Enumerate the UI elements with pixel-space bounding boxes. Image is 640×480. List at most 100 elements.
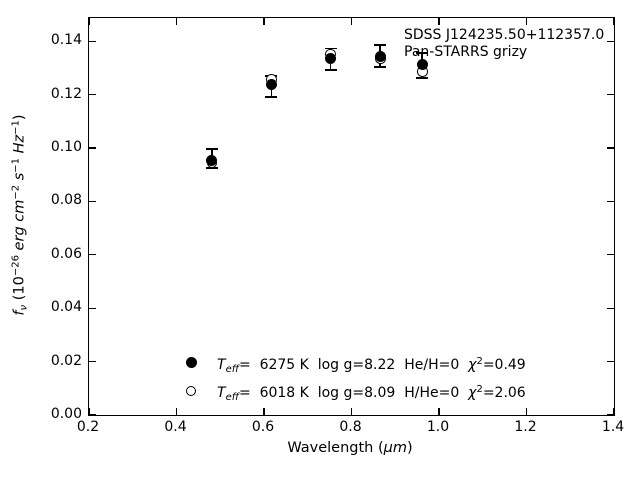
legend-label: Teff= 6018 K log g=8.09 H/He=0 χ2=2.06: [217, 381, 526, 407]
y-tick-label: 0.08: [50, 192, 82, 209]
x-axis-label: Wavelength (μm): [287, 440, 412, 456]
y-tick-label: 0.12: [50, 85, 82, 102]
error-bar-cap-bottom: [416, 77, 429, 79]
x-tick-label: 0.4: [164, 419, 187, 435]
legend: Teff= 6275 K log g=8.22 He/H=0 χ2=0.49 Te…: [89, 18, 614, 415]
error-bar-cap-bottom: [374, 66, 387, 69]
error-bar-cap-top: [205, 148, 218, 151]
data-point-filled-r: [265, 79, 277, 91]
text-segment: χ: [468, 356, 477, 373]
text-segment: T: [217, 356, 226, 373]
y-tick: [89, 93, 96, 96]
text-segment: −2: [10, 184, 22, 200]
data-point-filled-g: [206, 154, 218, 166]
source-annotation: SDSS J124235.50+112357.0 Pan-STARRS griz…: [404, 27, 604, 60]
text-segment: 2: [476, 355, 483, 367]
y-tick-right: [607, 40, 614, 42]
text-segment: f: [11, 310, 28, 316]
text-segment: erg cm: [11, 199, 28, 251]
text-segment: μm: [383, 440, 407, 456]
text-segment: ): [11, 114, 28, 121]
data-point-filled-i: [325, 52, 336, 64]
text-segment: (10: [11, 276, 28, 305]
x-tick-label: 1.4: [601, 419, 625, 435]
text-segment: χ: [468, 385, 477, 401]
x-tick-top: [88, 18, 90, 25]
x-tick-label: 0.6: [251, 419, 275, 435]
annotation-line-2: Pan-STARRS grizy: [404, 43, 528, 60]
legend-label: Teff= 6275 K log g=8.22 He/H=0 χ2=0.49: [217, 353, 526, 379]
x-tick: [350, 408, 353, 415]
error-bar-cap-top: [416, 52, 429, 54]
y-tick-label: 0.00: [50, 406, 82, 422]
y-tick-right: [607, 414, 614, 416]
x-tick-top: [438, 18, 440, 25]
text-segment: Hz: [11, 134, 28, 154]
y-tick-label: 0.06: [50, 245, 82, 262]
error-bar-cap-top: [324, 47, 337, 50]
y-tick: [89, 200, 96, 203]
error-bar-cap-top: [374, 43, 387, 46]
text-segment: 2: [476, 384, 483, 395]
text-segment: s: [11, 172, 28, 181]
y-tick-label: 0.14: [50, 32, 82, 49]
text-segment: = 6018 K log g=8.09 H/He=0: [238, 385, 469, 401]
y-tick: [89, 360, 96, 363]
text-segment: −1: [10, 120, 22, 135]
x-tick: [438, 408, 440, 415]
y-tick-label: 0.04: [50, 299, 82, 316]
text-segment: T: [217, 385, 226, 401]
y-tick-right: [607, 200, 614, 203]
x-tick-label: 0.8: [339, 419, 362, 435]
text-segment: [12, 180, 28, 185]
x-tick: [613, 408, 615, 415]
legend-marker-filled-circle: [185, 357, 197, 368]
text-segment: =0.49: [482, 356, 526, 373]
y-tick-right: [607, 307, 614, 309]
error-bar-cap-bottom: [324, 68, 337, 71]
x-tick-top: [350, 18, 353, 25]
x-tick-label: 1.0: [426, 419, 450, 435]
y-tick-right: [607, 93, 614, 96]
text-segment: eff: [225, 363, 239, 375]
x-tick-top: [263, 18, 265, 25]
y-tick: [89, 307, 96, 309]
text-segment: [12, 250, 28, 255]
x-tick-top: [175, 18, 178, 25]
x-tick: [525, 408, 528, 415]
y-tick-right: [607, 147, 614, 149]
text-segment: = 6275 K log g=8.22 He/H=0: [238, 356, 469, 373]
x-tick-label: 0.2: [76, 419, 100, 435]
y-tick-label: 0.02: [50, 352, 82, 369]
text-segment: ): [406, 440, 413, 456]
error-bar-cap-bottom: [265, 96, 278, 99]
legend-marker-open-circle: [185, 385, 197, 397]
y-tick: [89, 40, 96, 42]
y-tick-right: [607, 360, 614, 363]
y-tick-right: [607, 254, 614, 256]
x-tick-label: 1.2: [514, 419, 537, 435]
text-segment: eff: [225, 392, 239, 403]
annotation-line-1: SDSS J124235.50+112357.0: [404, 27, 605, 43]
y-tick: [89, 254, 96, 256]
x-tick-top: [613, 18, 615, 25]
error-bar-cap-bottom: [205, 167, 218, 169]
text-segment: =2.06: [482, 385, 526, 401]
data-point-filled-y: [416, 58, 428, 70]
y-axis-label: fν (10−26 erg cm−2 s−1 Hz−1): [11, 114, 30, 315]
y-tick: [89, 414, 96, 416]
text-segment: −1: [10, 157, 22, 173]
x-tick: [88, 408, 90, 415]
plot-area: SDSS J124235.50+112357.0 Pan-STARRS griz…: [88, 17, 615, 416]
x-tick-top: [525, 18, 528, 25]
text-segment: [12, 153, 28, 158]
y-tick: [89, 147, 96, 149]
text-segment: −26: [10, 255, 22, 277]
x-tick: [263, 408, 265, 415]
data-point-filled-z: [374, 51, 386, 63]
text-segment: Wavelength (: [287, 440, 384, 456]
text-segment: ν: [18, 304, 30, 311]
y-tick-label: 0.10: [50, 139, 82, 156]
x-tick: [175, 408, 178, 415]
